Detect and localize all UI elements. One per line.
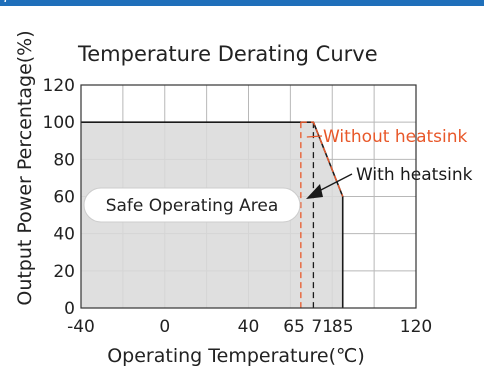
x-tick-label: -40 [67, 317, 95, 337]
safe-area-badge [83, 187, 301, 223]
with-heatsink-arrowhead [306, 184, 323, 199]
annotations: Without heatsink With heatsink Safe Operat… [83, 127, 473, 223]
y-tick-label: 60 [53, 188, 75, 208]
with-heatsink-pointer [316, 173, 353, 193]
reference-lines [300, 121, 344, 308]
y-tick-label: 120 [43, 76, 75, 96]
x-tick-label: 85 [332, 317, 354, 337]
without-heatsink-pointer [306, 135, 323, 138]
with-heatsink-label: With heatsink [356, 165, 473, 185]
x-tick-label: 0 [159, 317, 170, 337]
x-axis-label: Operating Temperature(℃) [107, 345, 365, 367]
y-tick-label: 0 [64, 299, 75, 319]
y-tick-label: 100 [43, 113, 75, 133]
y-tick-label: 80 [53, 150, 75, 170]
without-heatsink-curve [300, 121, 344, 197]
safe-area-label: Safe Operating Area [106, 196, 279, 216]
x-tick-label: 65 [283, 317, 305, 337]
y-tick-label: 20 [53, 262, 75, 282]
top-bar-fragment: 7 [3, 0, 9, 5]
x-tick-label: 71 [311, 317, 333, 337]
y-axis-label: Output Power Percentage(%) [14, 30, 36, 305]
y-tick-label: 40 [53, 225, 75, 245]
chart-title: Temperature Derating Curve [77, 42, 378, 66]
x-tick-label: 120 [400, 317, 432, 337]
x-tick-label: 40 [238, 317, 260, 337]
top-accent-bar: 7 [0, 0, 484, 6]
without-heatsink-label: Without heatsink [323, 127, 468, 147]
plot-frame [80, 84, 417, 309]
